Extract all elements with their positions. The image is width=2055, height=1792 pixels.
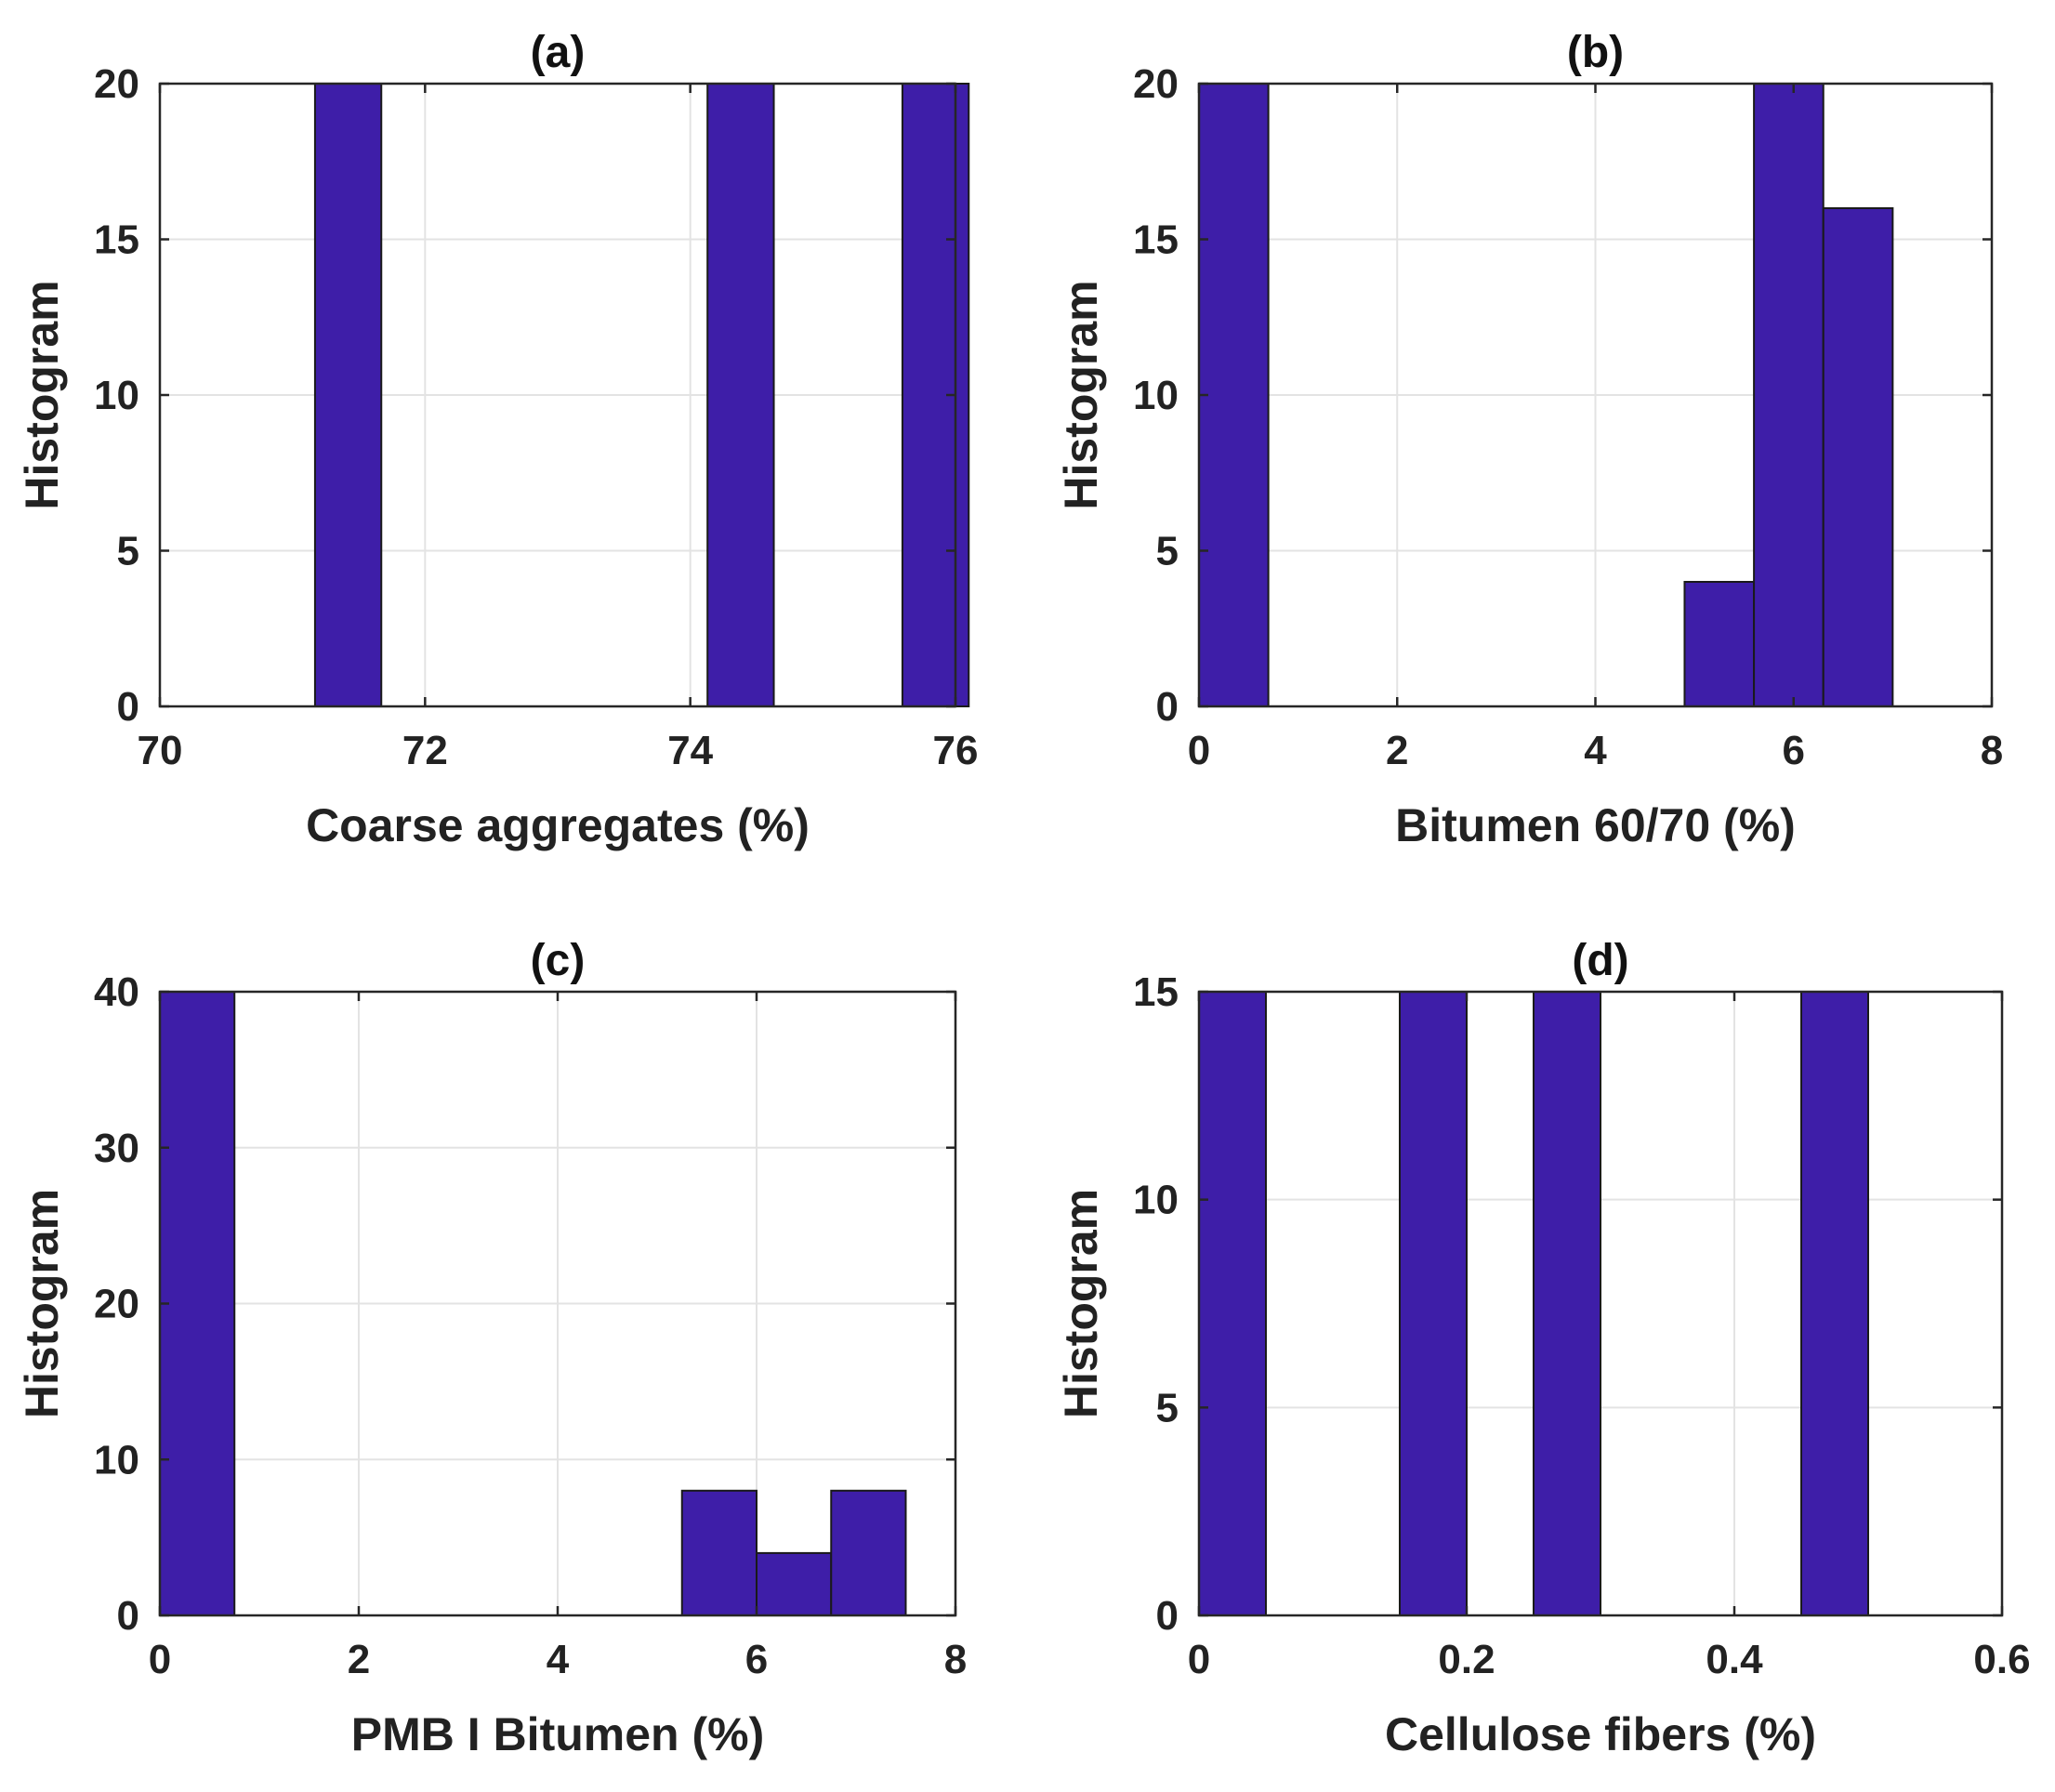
y-tick-label: 5 (117, 529, 139, 574)
x-tick-label: 4 (1584, 728, 1607, 773)
x-tick-label: 0.4 (1706, 1637, 1763, 1682)
panel-b: 0 2 4 6 8 0 5 10 15 20 (b) Bitumen 60/70 (%) Hist… (1055, 28, 2003, 851)
histogram-bar (830, 1489, 907, 1617)
panel-title: (a) (531, 28, 586, 77)
panel-a: 70 72 74 76 0 5 10 15 20 (a) Coarse aggregates (… (16, 28, 978, 851)
histogram-bar (1198, 991, 1267, 1616)
histogram-bar (706, 83, 775, 707)
y-tick-label: 20 (94, 61, 139, 107)
histogram-bar (1399, 991, 1468, 1616)
x-axis-label: Coarse aggregates (%) (306, 799, 810, 851)
y-axis-label: Histogram (1055, 1189, 1107, 1418)
histogram-bar (1753, 83, 1824, 707)
y-tick-label: 5 (1156, 529, 1179, 574)
histogram-bar (756, 1551, 833, 1617)
y-axis-label: Histogram (16, 280, 68, 509)
panel-d: 0 0.2 0.4 0.6 0 5 10 15 (d) Cellulose fibers (%… (1055, 936, 2031, 1760)
y-tick-label: 20 (1133, 61, 1179, 107)
x-tick-label: 76 (933, 728, 979, 773)
y-axis-label: Histogram (1055, 280, 1107, 509)
y-axis-label: Histogram (16, 1189, 68, 1418)
histogram-bar (1683, 581, 1756, 707)
y-tick-label: 40 (94, 969, 139, 1015)
y-tick-label: 0 (117, 684, 139, 730)
histogram-bar (1533, 991, 1601, 1616)
y-tick-label: 0 (1156, 1593, 1179, 1639)
panel-title: (d) (1572, 936, 1628, 985)
x-tick-label: 6 (745, 1637, 768, 1682)
y-tick-label: 15 (1133, 217, 1179, 263)
y-tick-label: 15 (94, 217, 139, 263)
y-tick-label: 15 (1133, 969, 1179, 1015)
y-tick-label: 10 (94, 373, 139, 418)
x-tick-label: 4 (547, 1637, 570, 1682)
panel-title: (b) (1567, 28, 1624, 77)
x-tick-label: 74 (667, 728, 713, 773)
y-tick-label: 10 (1133, 1178, 1179, 1223)
x-tick-label: 6 (1783, 728, 1805, 773)
histogram-bar (313, 83, 383, 707)
x-tick-label: 0 (149, 1637, 171, 1682)
x-tick-label: 0 (1188, 728, 1210, 773)
x-tick-label: 0.6 (1973, 1637, 2030, 1682)
y-tick-label: 20 (94, 1282, 139, 1327)
x-tick-label: 70 (138, 728, 183, 773)
histogram-bar (901, 83, 970, 707)
y-tick-label: 10 (94, 1437, 139, 1482)
y-tick-label: 5 (1156, 1385, 1179, 1430)
histogram-bar (680, 1489, 757, 1617)
x-tick-label: 8 (944, 1637, 967, 1682)
x-tick-label: 0 (1188, 1637, 1210, 1682)
panel-c: 0 2 4 6 8 0 10 20 30 40 (c) PMB I Bitumen (%) His… (16, 936, 967, 1760)
y-tick-label: 10 (1133, 373, 1179, 418)
histogram-bar (1800, 991, 1869, 1616)
x-axis-label: Bitumen 60/70 (%) (1395, 799, 1796, 851)
x-tick-label: 72 (402, 728, 448, 773)
y-tick-label: 0 (1156, 684, 1179, 730)
histogram-bar (1822, 207, 1894, 707)
y-tick-label: 30 (94, 1126, 139, 1171)
histogram-bar (159, 991, 236, 1616)
histogram-bar (1198, 83, 1270, 707)
x-axis-label: PMB I Bitumen (%) (351, 1708, 764, 1760)
x-axis-label: Cellulose fibers (%) (1385, 1708, 1816, 1760)
panel-title: (c) (531, 936, 586, 985)
x-tick-label: 2 (348, 1637, 370, 1682)
x-tick-label: 0.2 (1438, 1637, 1495, 1682)
x-tick-label: 8 (1981, 728, 2003, 773)
x-tick-label: 2 (1386, 728, 1408, 773)
axes-box (1197, 990, 2004, 1617)
y-tick-label: 0 (117, 1593, 139, 1639)
